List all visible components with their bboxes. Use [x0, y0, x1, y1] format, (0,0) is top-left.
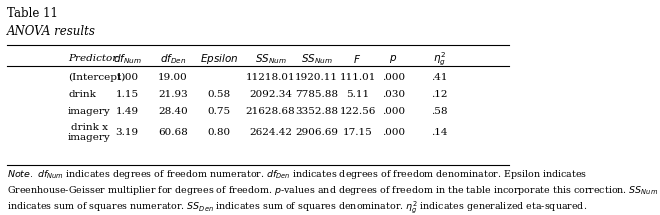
Text: 1920.11: 1920.11 [295, 73, 338, 82]
Text: 1.00: 1.00 [115, 73, 139, 82]
Text: 7785.88: 7785.88 [295, 90, 338, 99]
Text: 1.49: 1.49 [115, 107, 139, 116]
Text: indicates sum of squares numerator. $\mathit{SS_{Den}}$ indicates sum of squares: indicates sum of squares numerator. $\ma… [7, 199, 587, 215]
Text: $df_{Num}$: $df_{Num}$ [112, 52, 141, 66]
Text: 0.80: 0.80 [208, 128, 231, 137]
Text: 5.11: 5.11 [346, 90, 369, 99]
Text: Predictor: Predictor [68, 54, 117, 63]
Text: $df_{Den}$: $df_{Den}$ [160, 52, 186, 66]
Text: $\eta^2_g$: $\eta^2_g$ [433, 50, 446, 68]
Text: 21628.68: 21628.68 [246, 107, 295, 116]
Text: .000: .000 [382, 128, 405, 137]
Text: 3352.88: 3352.88 [295, 107, 338, 116]
Text: $p$: $p$ [389, 53, 397, 65]
Text: .000: .000 [382, 73, 405, 82]
Text: 21.93: 21.93 [158, 90, 188, 99]
Text: .41: .41 [431, 73, 447, 82]
Text: Table 11: Table 11 [7, 7, 57, 20]
Text: 111.01: 111.01 [339, 73, 376, 82]
Text: $F$: $F$ [354, 53, 362, 65]
Text: 2624.42: 2624.42 [249, 128, 292, 137]
Text: (Intercept): (Intercept) [68, 73, 125, 82]
Text: drink x
imagery: drink x imagery [68, 123, 111, 142]
Text: imagery: imagery [68, 107, 111, 116]
Text: .14: .14 [431, 128, 447, 137]
Text: 1.15: 1.15 [115, 90, 139, 99]
Text: $Epsilon$: $Epsilon$ [200, 52, 238, 66]
Text: 60.68: 60.68 [158, 128, 188, 137]
Text: 0.58: 0.58 [208, 90, 231, 99]
Text: $SS_{Num}$: $SS_{Num}$ [301, 52, 333, 66]
Text: Greenhouse-Geisser multiplier for degrees of freedom. $\mathit{p}$-values and de: Greenhouse-Geisser multiplier for degree… [7, 184, 657, 197]
Text: .000: .000 [382, 107, 405, 116]
Text: .030: .030 [382, 90, 405, 99]
Text: 3.19: 3.19 [115, 128, 139, 137]
Text: 122.56: 122.56 [339, 107, 376, 116]
Text: ANOVA results: ANOVA results [7, 25, 96, 38]
Text: 28.40: 28.40 [158, 107, 188, 116]
Text: $\mathit{Note.}$ $\mathit{df_{Num}}$ indicates degrees of freedom numerator. $\m: $\mathit{Note.}$ $\mathit{df_{Num}}$ ind… [7, 168, 587, 181]
Text: drink: drink [68, 90, 96, 99]
Text: 17.15: 17.15 [343, 128, 372, 137]
Text: 2092.34: 2092.34 [249, 90, 292, 99]
Text: 2906.69: 2906.69 [295, 128, 338, 137]
Text: .58: .58 [431, 107, 447, 116]
Text: $SS_{Num}$: $SS_{Num}$ [255, 52, 286, 66]
Text: .12: .12 [431, 90, 447, 99]
Text: 0.75: 0.75 [208, 107, 231, 116]
Text: 19.00: 19.00 [158, 73, 188, 82]
Text: 11218.01: 11218.01 [246, 73, 295, 82]
